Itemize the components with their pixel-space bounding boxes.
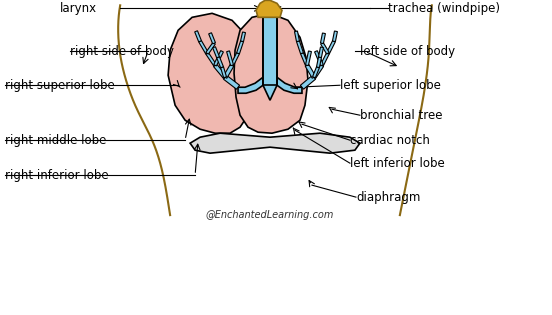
Polygon shape	[214, 51, 224, 66]
Text: right middle lobe: right middle lobe	[6, 134, 107, 147]
Polygon shape	[168, 13, 255, 133]
Text: left side of body: left side of body	[360, 45, 455, 58]
Polygon shape	[295, 31, 299, 42]
Polygon shape	[316, 57, 321, 67]
Text: trachea (windpipe): trachea (windpipe)	[388, 2, 500, 15]
Polygon shape	[206, 43, 215, 54]
Polygon shape	[256, 0, 282, 17]
Polygon shape	[237, 41, 243, 54]
Text: left superior lobe: left superior lobe	[340, 79, 441, 92]
Polygon shape	[332, 31, 337, 42]
Text: larynx: larynx	[60, 2, 97, 15]
Polygon shape	[217, 57, 224, 68]
Polygon shape	[199, 41, 208, 54]
Polygon shape	[234, 13, 308, 133]
Polygon shape	[224, 75, 240, 89]
Polygon shape	[315, 51, 323, 66]
Text: left inferior lobe: left inferior lobe	[350, 157, 445, 170]
Polygon shape	[301, 53, 309, 66]
Polygon shape	[241, 32, 246, 42]
Polygon shape	[195, 31, 201, 42]
Text: right superior lobe: right superior lobe	[6, 79, 115, 92]
Polygon shape	[327, 41, 335, 54]
Polygon shape	[224, 64, 234, 78]
Polygon shape	[209, 33, 215, 44]
Polygon shape	[214, 64, 226, 78]
Text: diaphragm: diaphragm	[356, 191, 420, 203]
Polygon shape	[231, 53, 240, 66]
Text: right side of body: right side of body	[70, 45, 174, 58]
Polygon shape	[305, 64, 316, 78]
Polygon shape	[263, 20, 277, 100]
Polygon shape	[221, 67, 226, 78]
Polygon shape	[206, 53, 216, 66]
Polygon shape	[321, 53, 330, 66]
Text: cardiac notch: cardiac notch	[350, 134, 430, 147]
FancyBboxPatch shape	[263, 17, 277, 85]
Polygon shape	[277, 77, 302, 93]
Polygon shape	[321, 43, 329, 54]
Polygon shape	[190, 133, 360, 153]
Polygon shape	[319, 47, 323, 58]
Polygon shape	[300, 75, 316, 89]
Polygon shape	[296, 41, 304, 54]
Text: @EnchantedLearning.com: @EnchantedLearning.com	[206, 210, 334, 220]
Polygon shape	[238, 77, 263, 93]
Text: bronchial tree: bronchial tree	[360, 109, 442, 122]
Polygon shape	[213, 47, 220, 58]
Polygon shape	[312, 64, 323, 78]
Polygon shape	[312, 67, 320, 78]
Polygon shape	[227, 51, 233, 66]
Text: right inferior lobe: right inferior lobe	[6, 169, 109, 182]
Polygon shape	[321, 33, 326, 43]
Polygon shape	[305, 51, 311, 66]
